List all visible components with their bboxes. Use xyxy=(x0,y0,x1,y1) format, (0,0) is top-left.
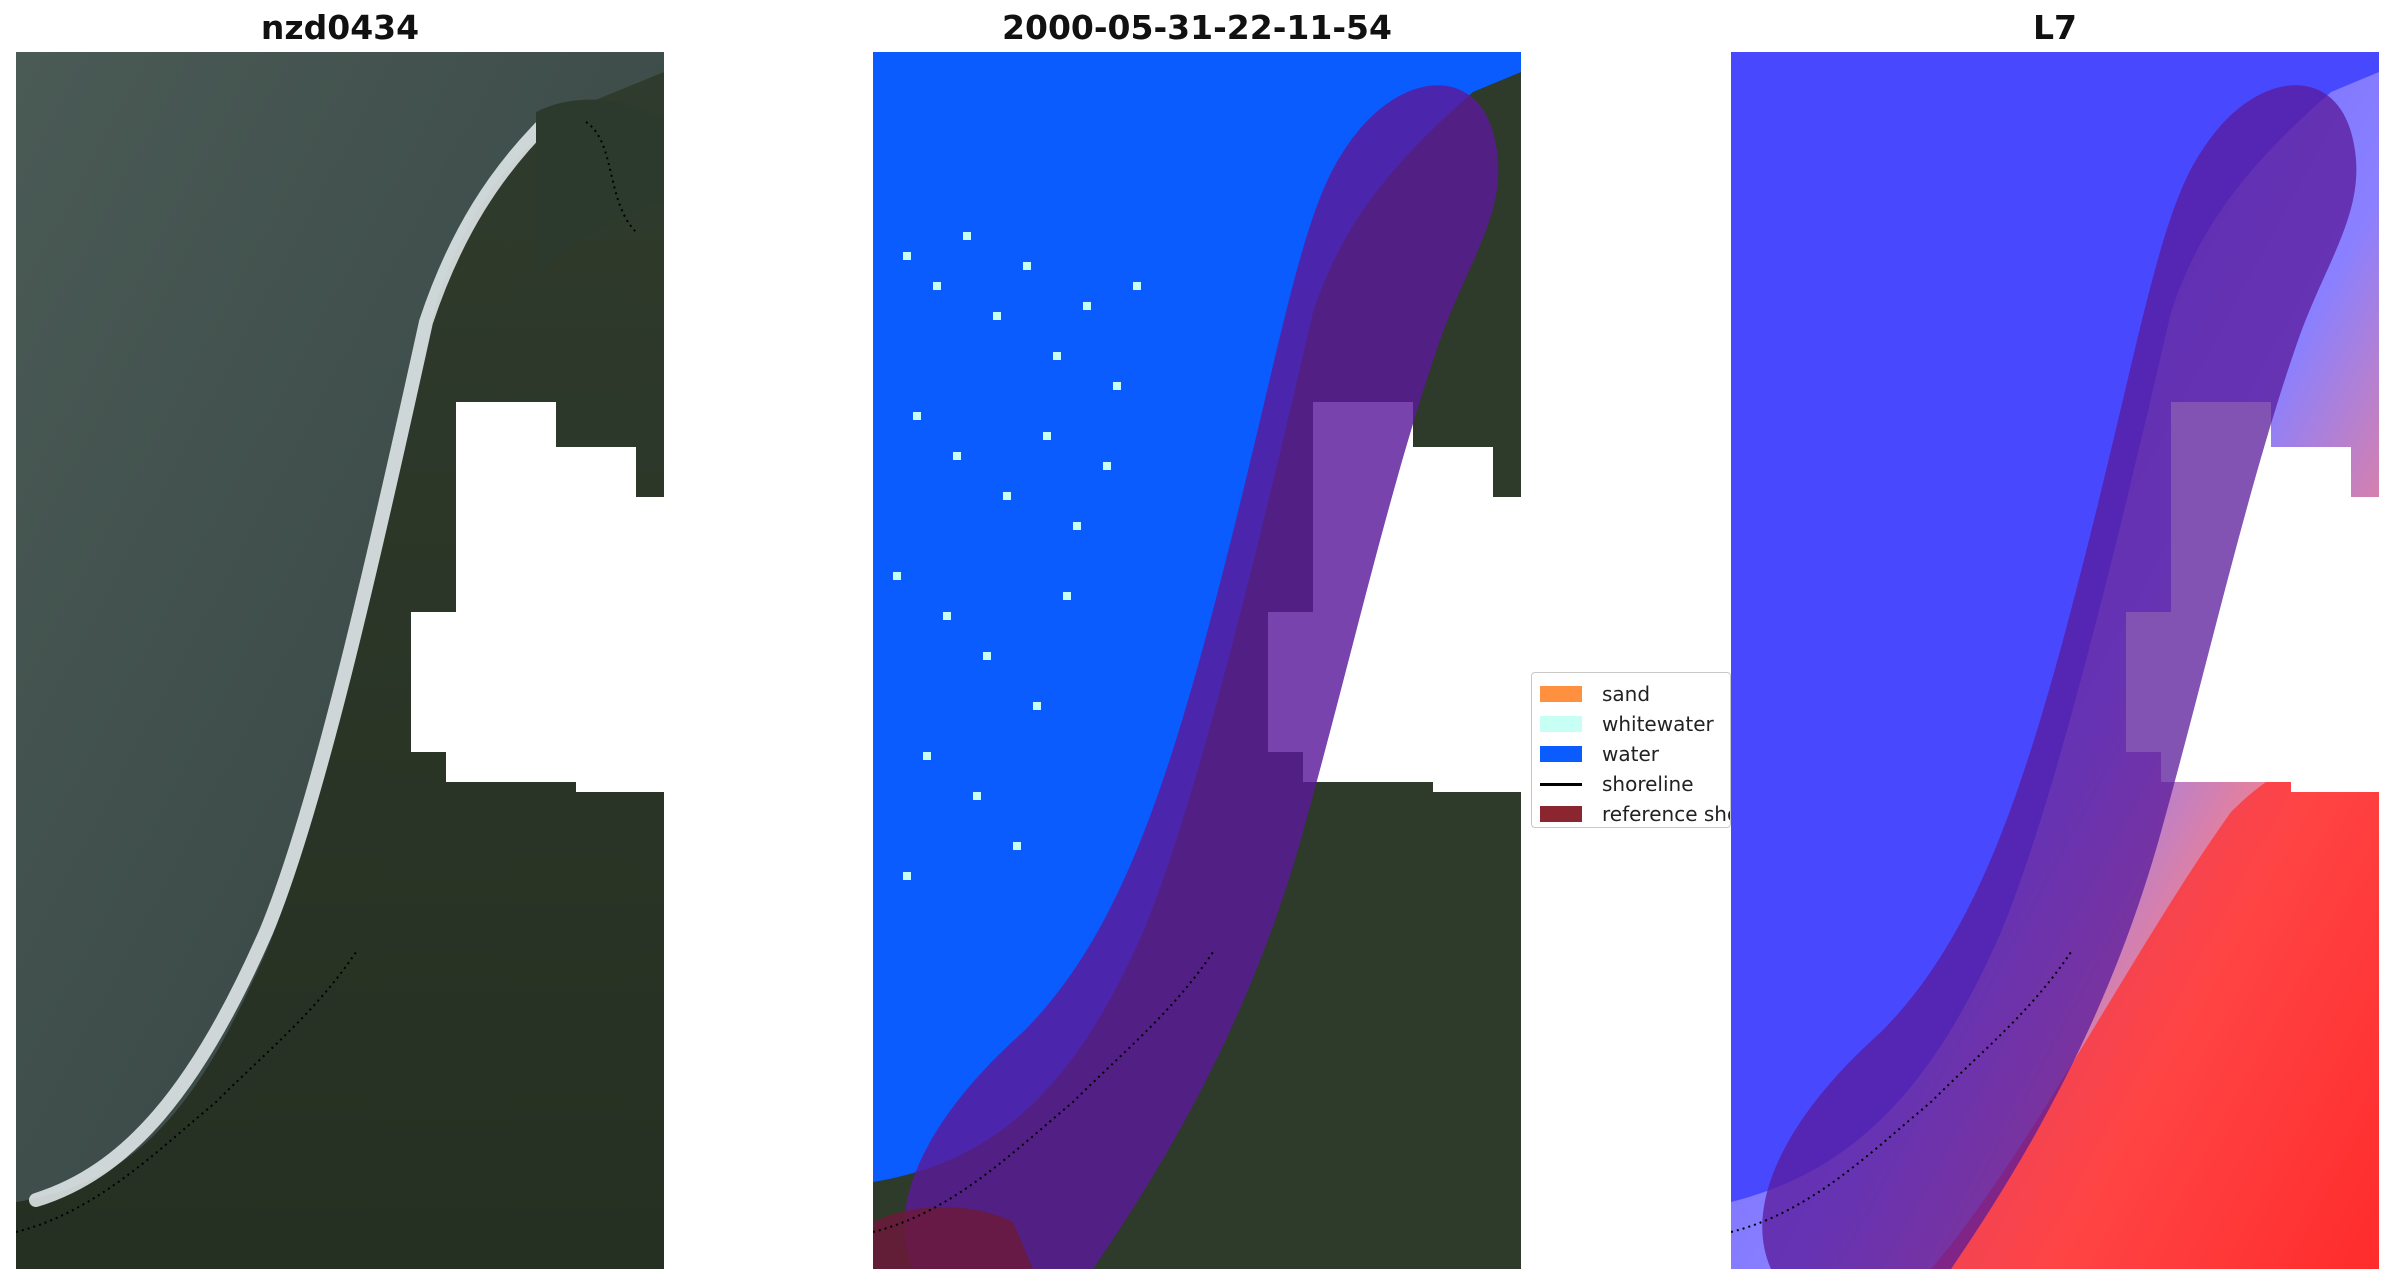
classified-image-panel xyxy=(873,52,1521,1269)
legend-label-shoreline: shoreline xyxy=(1602,772,1694,796)
legend-label-water: water xyxy=(1602,742,1659,766)
panel-title-middle: 2000-05-31-22-11-54 xyxy=(1002,8,1392,47)
legend-swatch-whitewater xyxy=(1540,716,1582,732)
rgb-image-panel xyxy=(16,52,664,1269)
index-image-panel xyxy=(1731,52,2379,1269)
legend-swatch-water xyxy=(1540,746,1582,762)
panel-title-left: nzd0434 xyxy=(260,8,420,47)
legend-swatch-shoreline xyxy=(1540,782,1582,786)
legend-swatch-sand xyxy=(1540,686,1582,702)
legend-label-whitewater: whitewater xyxy=(1602,712,1714,736)
legend-label-sand: sand xyxy=(1602,682,1651,706)
legend-item-water: water xyxy=(1540,739,1730,769)
legend-swatch-reference-shoreline-buffer xyxy=(1540,806,1582,822)
legend-item-shoreline: shoreline xyxy=(1540,769,1730,799)
legend-item-whitewater: whitewater xyxy=(1540,709,1730,739)
legend: sand whitewater water shoreline referenc… xyxy=(1531,672,1731,828)
legend-item-sand: sand xyxy=(1540,679,1730,709)
legend-item-reference-shoreline-buffer: reference shoreline buffer xyxy=(1540,799,1730,827)
legend-label-reference-shoreline-buffer: reference shoreline buffer xyxy=(1602,802,1730,826)
panel-title-right: L7 xyxy=(2033,8,2077,47)
